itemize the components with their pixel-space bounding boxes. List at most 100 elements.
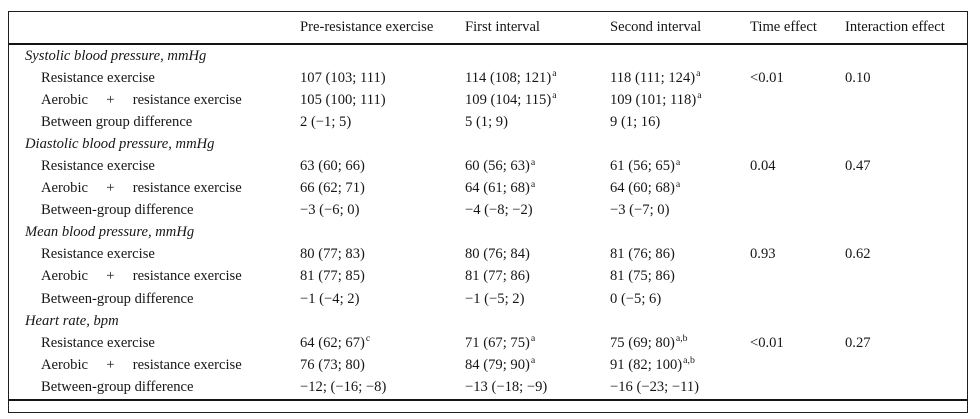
value-text: 60 (56; 63)	[465, 158, 530, 175]
row-label: Resistance exercise	[41, 246, 155, 263]
table-row: Aerobic + resistance exercise 76 (73; 80…	[9, 354, 967, 376]
table-row: Between-group difference −3 (−6; 0) −4 (…	[9, 200, 967, 222]
value-cell-first: 81 (77; 86)	[465, 266, 610, 288]
value-cell-pre: 2 (−1; 5)	[300, 111, 465, 133]
value-text: 84 (79; 90)	[465, 356, 530, 373]
value-cell-second: 81 (75; 86)	[610, 266, 750, 288]
section-header-row: Heart rate, bpm	[9, 310, 967, 332]
value-text: −13 (−18; −9)	[465, 378, 548, 395]
value-cell-second: 91 (82; 100)a,b	[610, 354, 750, 376]
row-label: Aerobic + resistance exercise	[41, 356, 242, 373]
value-text: 64 (61; 68)	[465, 180, 530, 197]
table-row: Aerobic + resistance exercise 105 (100; …	[9, 89, 967, 111]
value-cell-first: 60 (56; 63)a	[465, 155, 610, 177]
value-cell-first: −1 (−5; 2)	[465, 288, 610, 310]
value-text: 109 (101; 118)	[610, 91, 697, 108]
superscript-marker: a	[530, 178, 536, 190]
superscript-marker: a,b	[675, 333, 688, 345]
value-cell-second: −16 (−23; −11)	[610, 376, 750, 399]
col-header-first-interval: First interval	[465, 12, 610, 45]
value-text: 81 (76; 86)	[610, 246, 675, 263]
results-table: Pre-resistance exercise First interval S…	[9, 12, 967, 412]
superscript-marker: a	[675, 178, 681, 190]
row-label: Between-group difference	[41, 202, 194, 219]
value-text: 81 (77; 85)	[300, 268, 365, 285]
value-text: 64 (62; 67)	[300, 334, 365, 351]
value-text: 9 (1; 16)	[610, 113, 661, 130]
value-cell-pre: 66 (62; 71)	[300, 178, 465, 200]
value-cell-pre: 105 (100; 111)	[300, 89, 465, 111]
row-label: Between group difference	[41, 113, 193, 130]
row-label: Aerobic + resistance exercise	[41, 180, 242, 197]
value-text: 64 (60; 68)	[610, 180, 675, 197]
value-text: 61 (56; 65)	[610, 158, 675, 175]
value-text: 118 (111; 124)	[610, 69, 696, 86]
value-cell-interaction: 0.27	[845, 334, 871, 351]
value-cell-first: −13 (−18; −9)	[465, 376, 610, 399]
table-row: Aerobic + resistance exercise 81 (77; 85…	[9, 266, 967, 288]
value-text: 80 (77; 83)	[300, 246, 365, 263]
superscript-marker: a	[530, 156, 536, 168]
table-row: Resistance exercise 107 (103; 111) 114 (…	[9, 67, 967, 89]
value-text: 71 (67; 75)	[465, 334, 530, 351]
value-text: 105 (100; 111)	[300, 91, 386, 108]
value-cell-time	[750, 266, 845, 288]
value-cell-second: 0 (−5; 6)	[610, 288, 750, 310]
header-row: Pre-resistance exercise First interval S…	[9, 12, 967, 45]
value-cell-time	[750, 200, 845, 222]
superscript-marker: a,b	[683, 355, 695, 367]
value-cell-interaction	[845, 111, 967, 133]
value-cell-interaction	[845, 376, 967, 399]
col-header-pre-resistance-exercise: Pre-resistance exercise	[300, 12, 465, 45]
value-text: −1 (−4; 2)	[300, 290, 360, 307]
value-cell-second: 118 (111; 124)a	[610, 67, 750, 89]
value-cell-first: 64 (61; 68)a	[465, 178, 610, 200]
value-cell-first: 71 (67; 75)a	[465, 332, 610, 354]
value-text: −3 (−6; 0)	[300, 202, 360, 219]
value-cell-time	[750, 376, 845, 399]
value-cell-interaction	[845, 89, 967, 111]
value-cell-first: 84 (79; 90)a	[465, 354, 610, 376]
value-text: 81 (77; 86)	[465, 268, 530, 285]
value-cell-first: 80 (76; 84)	[465, 244, 610, 266]
value-text: −1 (−5; 2)	[465, 290, 525, 307]
section-header-row: Systolic blood pressure, mmHg	[9, 44, 967, 67]
value-text: 91 (82; 100)	[610, 356, 683, 373]
value-text: −16 (−23; −11)	[610, 378, 700, 395]
value-cell-first: 114 (108; 121)a	[465, 67, 610, 89]
value-cell-second: 109 (101; 118)a	[610, 89, 750, 111]
value-cell-second: −3 (−7; 0)	[610, 200, 750, 222]
value-cell-second: 61 (56; 65)a	[610, 155, 750, 177]
section-header-row: Diastolic blood pressure, mmHg	[9, 133, 967, 155]
row-label: Between-group difference	[41, 378, 194, 395]
value-text: 80 (76; 84)	[465, 246, 530, 263]
value-cell-pre: 76 (73; 80)	[300, 354, 465, 376]
value-text: 107 (103; 111)	[300, 69, 386, 86]
value-cell-pre: −1 (−4; 2)	[300, 288, 465, 310]
row-label: Between-group difference	[41, 290, 194, 307]
value-cell-pre: 107 (103; 111)	[300, 67, 465, 89]
value-cell-first: 109 (104; 115)a	[465, 89, 610, 111]
value-cell-time	[750, 354, 845, 376]
value-text: 109 (104; 115)	[465, 91, 552, 108]
superscript-marker: a	[675, 156, 681, 168]
value-text: −3 (−7; 0)	[610, 202, 670, 219]
value-cell-time	[750, 89, 845, 111]
value-text: 2 (−1; 5)	[300, 113, 352, 130]
value-cell-first: −4 (−8; −2)	[465, 200, 610, 222]
value-cell-time: <0.01	[750, 334, 784, 351]
superscript-marker: a	[697, 90, 702, 102]
table-frame: Pre-resistance exercise First interval S…	[8, 11, 968, 413]
value-cell-interaction: 0.62	[845, 246, 871, 263]
value-cell-interaction: 0.10	[845, 69, 871, 86]
value-cell-time: 0.93	[750, 246, 776, 263]
row-label: Aerobic + resistance exercise	[41, 91, 242, 108]
value-cell-pre: 63 (60; 66)	[300, 155, 465, 177]
col-header-row-label	[9, 12, 300, 45]
col-header-second-interval: Second interval	[610, 12, 750, 45]
value-cell-pre: 81 (77; 85)	[300, 266, 465, 288]
value-text: 63 (60; 66)	[300, 158, 365, 175]
value-cell-pre: 64 (62; 67)c	[300, 332, 465, 354]
superscript-marker: c	[365, 333, 371, 345]
value-text: −4 (−8; −2)	[465, 202, 533, 219]
